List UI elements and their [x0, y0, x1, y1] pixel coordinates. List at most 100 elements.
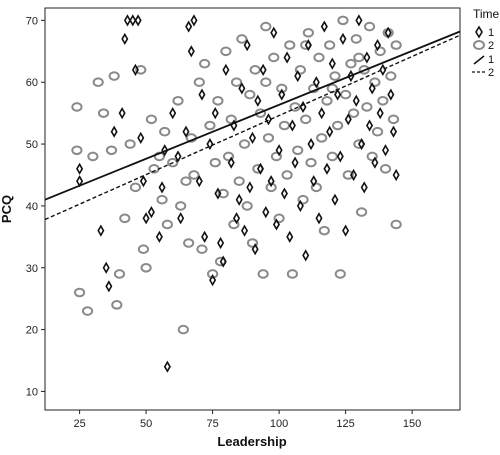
series-2-point: [113, 269, 126, 279]
series-1-point: [272, 218, 280, 231]
series-2-point: [366, 151, 378, 162]
series-2-point: [236, 34, 248, 44]
series-1-point: [288, 119, 296, 132]
series-1-point: [123, 14, 131, 27]
series-1-point: [374, 39, 382, 52]
series-1-point: [182, 125, 190, 138]
series-2-point: [233, 176, 245, 186]
series-2-point: [358, 65, 370, 75]
series-1-point: [187, 45, 195, 58]
series-2-point: [180, 176, 192, 186]
series-2-point: [73, 287, 86, 298]
series-2-point: [273, 213, 285, 224]
series-2-point: [270, 151, 283, 162]
series-2-point: [204, 120, 216, 131]
series-1-point: [326, 125, 334, 138]
series-1-point: [371, 156, 379, 169]
y-tick-label: 40: [26, 201, 38, 213]
series-1-point: [376, 107, 384, 120]
series-2-point: [119, 213, 131, 224]
series-2-point: [71, 102, 83, 112]
series-1-point: [155, 230, 163, 243]
series-2-point: [276, 83, 288, 94]
series-2-point: [161, 219, 173, 230]
series-2-point: [145, 114, 158, 125]
series-1-point: [358, 137, 366, 151]
series-2-point: [188, 170, 200, 180]
series-1-point: [217, 236, 225, 250]
series-1-point: [389, 125, 398, 138]
y-axis-title: PCQ: [0, 195, 14, 223]
series-2-point: [324, 40, 336, 50]
series-2-point: [228, 219, 240, 230]
series-2-point: [175, 201, 187, 211]
series-2-point: [350, 34, 362, 44]
series-1-point: [190, 14, 198, 27]
series-2-point: [111, 300, 123, 310]
series-1-point: [350, 168, 358, 182]
legend-title: Time: [473, 7, 500, 21]
series-1-point: [283, 51, 291, 64]
series-2-point: [183, 238, 195, 248]
series-2-point: [284, 40, 296, 50]
series-1-point: [264, 113, 272, 126]
series-1-point: [163, 360, 171, 373]
series-2-point: [329, 71, 341, 81]
series-2-point: [254, 108, 267, 118]
series-1-point: [158, 181, 166, 194]
series-1-point: [233, 212, 241, 225]
series-1-point: [259, 63, 267, 76]
x-axis-title: Leadership: [217, 434, 286, 449]
series-2-point: [355, 207, 368, 217]
legend-label-3: 1: [488, 54, 494, 66]
series-2-point: [302, 27, 314, 38]
series-2-point: [300, 114, 312, 125]
series-2-point: [230, 77, 243, 88]
series-2-point: [167, 157, 179, 168]
series-2-point: [294, 65, 306, 75]
series-2-point: [387, 114, 400, 125]
series-1-point: [318, 107, 326, 120]
series-1-point: [280, 187, 288, 200]
series-2-point: [286, 269, 299, 279]
y-tick-label: 30: [26, 263, 38, 275]
series-2-point: [332, 120, 344, 131]
series-2-point: [81, 306, 94, 316]
series-2-point: [108, 71, 120, 81]
series-1-point: [381, 144, 390, 157]
x-tick-label: 150: [403, 418, 421, 430]
series-2-point: [385, 71, 397, 81]
series-1-point: [366, 119, 374, 132]
series-1-point: [118, 107, 126, 120]
series-1-point: [296, 199, 304, 213]
x-tick-label: 75: [206, 418, 218, 430]
series-1-point: [227, 156, 235, 169]
series-2-point: [334, 269, 346, 279]
series-2-point: [238, 139, 251, 149]
series-1-point: [198, 88, 206, 101]
series-1-point: [222, 63, 230, 76]
series-1-point: [256, 162, 265, 175]
series-1-point: [248, 131, 257, 144]
series-1-point: [211, 107, 219, 120]
x-tick-label: 125: [336, 418, 354, 430]
series-1-point: [368, 82, 376, 95]
series-2-point: [342, 170, 354, 180]
plot-area: [44, 7, 461, 411]
series-1-point: [131, 63, 139, 76]
series-1-point: [110, 125, 118, 138]
series-2-point: [268, 52, 280, 63]
series-1-point: [147, 205, 155, 219]
series-1-point: [360, 181, 368, 194]
series-1-point: [342, 224, 350, 237]
series-1-point: [139, 175, 147, 188]
series-2-point: [374, 46, 386, 57]
series-2-point: [260, 77, 272, 88]
series-1-point: [312, 76, 320, 89]
series-2-point: [156, 194, 168, 205]
series-2-point: [337, 15, 349, 26]
series-1-point: [275, 144, 283, 157]
series-1-point: [363, 51, 371, 64]
series-1-point: [304, 39, 312, 52]
